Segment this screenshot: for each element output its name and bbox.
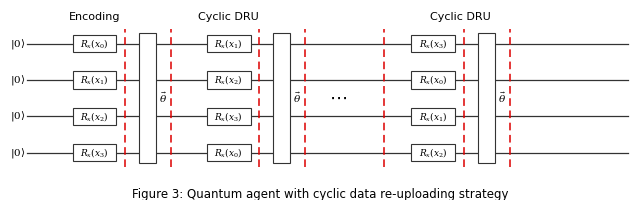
Text: $R_x(x_3)$: $R_x(x_3)$	[80, 146, 109, 159]
FancyBboxPatch shape	[478, 33, 495, 163]
FancyBboxPatch shape	[72, 35, 116, 52]
Text: Cyclic DRU: Cyclic DRU	[430, 12, 491, 22]
FancyBboxPatch shape	[207, 71, 250, 89]
FancyBboxPatch shape	[411, 108, 454, 125]
Text: $R_x(x_3)$: $R_x(x_3)$	[214, 110, 243, 123]
FancyBboxPatch shape	[411, 35, 454, 52]
Text: $R_x(x_2)$: $R_x(x_2)$	[80, 110, 109, 123]
Text: $R_x(x_2)$: $R_x(x_2)$	[419, 146, 447, 159]
Text: $R_x(x_1)$: $R_x(x_1)$	[214, 37, 243, 50]
Text: $\cdots$: $\cdots$	[330, 89, 348, 107]
FancyBboxPatch shape	[411, 71, 454, 89]
FancyBboxPatch shape	[139, 33, 156, 163]
Text: $R_x(x_0)$: $R_x(x_0)$	[214, 146, 243, 159]
Text: $\vec{\theta}$: $\vec{\theta}$	[159, 91, 167, 105]
Text: Encoding: Encoding	[68, 12, 120, 22]
Text: $R_x(x_3)$: $R_x(x_3)$	[419, 37, 447, 50]
Text: $R_x(x_2)$: $R_x(x_2)$	[214, 73, 243, 86]
FancyBboxPatch shape	[207, 35, 250, 52]
FancyBboxPatch shape	[72, 108, 116, 125]
Text: $|0\rangle$: $|0\rangle$	[10, 109, 26, 123]
Text: $|0\rangle$: $|0\rangle$	[10, 37, 26, 51]
FancyBboxPatch shape	[72, 71, 116, 89]
FancyBboxPatch shape	[207, 144, 250, 161]
Text: $\vec{\theta}$: $\vec{\theta}$	[293, 91, 301, 105]
Text: $R_x(x_0)$: $R_x(x_0)$	[80, 37, 109, 50]
Text: $R_x(x_0)$: $R_x(x_0)$	[419, 73, 447, 86]
Text: $|0\rangle$: $|0\rangle$	[10, 73, 26, 87]
Text: Figure 3: Quantum agent with cyclic data re-uploading strategy: Figure 3: Quantum agent with cyclic data…	[132, 188, 508, 200]
Text: $\vec{\theta}$: $\vec{\theta}$	[498, 91, 506, 105]
Text: Cyclic DRU: Cyclic DRU	[198, 12, 259, 22]
FancyBboxPatch shape	[72, 144, 116, 161]
FancyBboxPatch shape	[273, 33, 290, 163]
FancyBboxPatch shape	[411, 144, 454, 161]
Text: $|0\rangle$: $|0\rangle$	[10, 146, 26, 160]
Text: $R_x(x_1)$: $R_x(x_1)$	[419, 110, 447, 123]
Text: $R_x(x_1)$: $R_x(x_1)$	[80, 73, 109, 86]
FancyBboxPatch shape	[207, 108, 250, 125]
